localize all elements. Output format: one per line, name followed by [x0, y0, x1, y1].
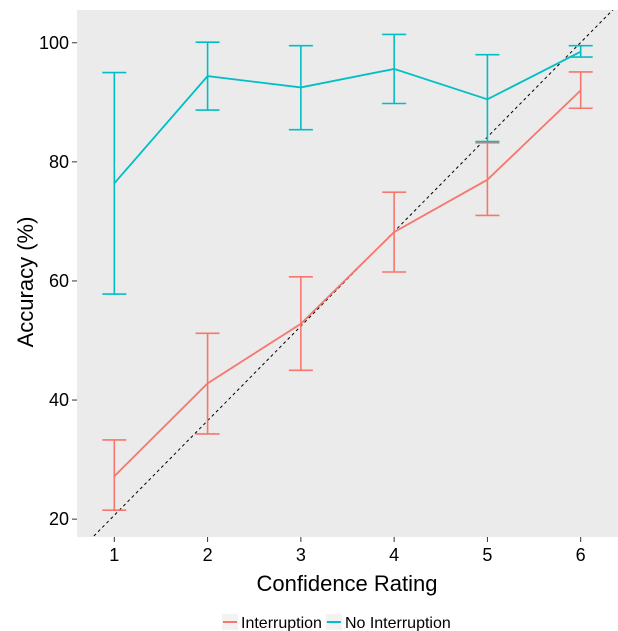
y-tick-label: 100 — [39, 33, 69, 53]
series-no-interruption — [102, 33, 593, 295]
x-tick-label: 2 — [203, 545, 213, 565]
legend: Interruption No Interruption — [222, 612, 504, 631]
y-tick-label: 40 — [49, 390, 69, 410]
series-interruption — [102, 71, 593, 512]
x-tick-label: 4 — [389, 545, 399, 565]
y-tick-label: 20 — [49, 509, 69, 529]
y-tick-label: 60 — [49, 271, 69, 291]
legend-box — [222, 612, 504, 631]
series-layer — [102, 33, 593, 512]
x-tick-label: 6 — [576, 545, 586, 565]
y-axis-title: Accuracy (%) — [13, 217, 38, 348]
x-tick-label: 3 — [296, 545, 306, 565]
series-line-interruption — [113, 89, 582, 477]
axes-layer: 1 2 3 4 5 6 20 40 60 80 100 — [39, 33, 586, 565]
series-line-no-interruption — [113, 50, 582, 184]
legend-label-no-interruption: No Interruption — [345, 615, 451, 631]
plot-panel — [77, 10, 618, 537]
x-axis-title: Confidence Rating — [256, 571, 437, 596]
x-tick-label: 1 — [109, 545, 119, 565]
legend-label-interruption: Interruption — [241, 615, 322, 631]
x-tick-label: 5 — [482, 545, 492, 565]
y-tick-label: 80 — [49, 152, 69, 172]
